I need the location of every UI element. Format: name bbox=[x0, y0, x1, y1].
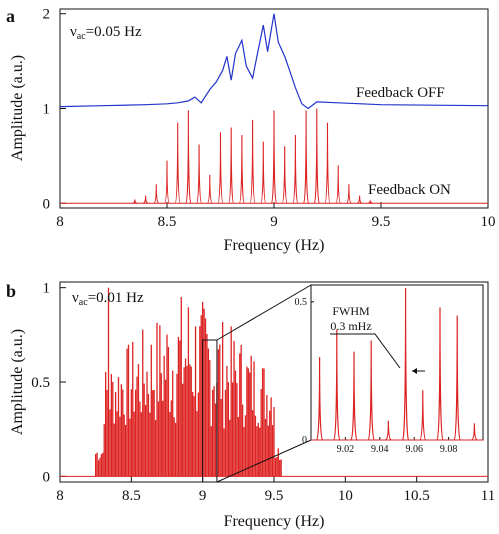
y-tick-label: 2 bbox=[43, 7, 51, 23]
feedback-on-peak bbox=[132, 199, 138, 204]
feedback-on-peak bbox=[185, 110, 192, 204]
panel-b-y-ticks: 00.51 bbox=[31, 281, 66, 485]
feedback-on-peak bbox=[153, 184, 160, 204]
feedback-on-peak bbox=[270, 110, 278, 204]
x-tick-label: 10 bbox=[481, 214, 496, 230]
panel-a-letter: a bbox=[6, 6, 15, 26]
feedback-on-peak bbox=[174, 122, 181, 204]
feedback-off-line bbox=[59, 13, 489, 110]
x-tick-label: 9.5 bbox=[372, 214, 391, 230]
inset-peak bbox=[419, 390, 427, 441]
feedback-on-peak bbox=[303, 110, 310, 204]
panel-a-x-axis-label: Frequency (Hz) bbox=[224, 237, 325, 254]
inset-peak bbox=[350, 351, 358, 441]
inset-peak bbox=[402, 287, 410, 441]
feedback-on-peak bbox=[163, 160, 171, 204]
x-tick-label: 10 bbox=[338, 488, 353, 504]
feedback-on-peak bbox=[335, 165, 342, 204]
feedback-on-peak bbox=[217, 132, 224, 204]
y-tick-label: 1 bbox=[43, 281, 51, 297]
x-tick-label: 9.5 bbox=[265, 488, 284, 504]
panel-b-x-ticks: 8 8.5 9 9.5 10 10.5 11 bbox=[56, 476, 495, 504]
feedback-on-peak bbox=[238, 135, 245, 204]
x-tick-label: 8 bbox=[56, 214, 64, 230]
x-tick-label: 8.5 bbox=[158, 214, 177, 230]
feedback-off-label: Feedback OFF bbox=[356, 85, 445, 101]
inset-frame bbox=[310, 284, 484, 441]
feedback-on-peak bbox=[281, 146, 288, 204]
feedback-on-peak bbox=[249, 119, 256, 204]
x-tick-label: 8 bbox=[56, 488, 64, 504]
y-tick-label: 1 bbox=[43, 102, 51, 118]
y-tick-label: 0 bbox=[302, 435, 307, 446]
panel-b: b 8 8.5 9 9.5 10 10.5 11 00.51 νac=0.01 Hz 9.0… bbox=[6, 281, 495, 530]
panel-b-x-axis-label: Frequency (Hz) bbox=[224, 513, 325, 530]
zoom-connector-top bbox=[216, 284, 312, 341]
panel-a-y-axis-label: Amplitude (a.u.) bbox=[9, 55, 26, 161]
x-tick-label: 8.5 bbox=[122, 488, 141, 504]
x-tick-label: 9 bbox=[270, 214, 278, 230]
panel-a-x-ticks: 8 8.5 9 9.5 10 bbox=[56, 202, 496, 230]
y-tick-label: 0 bbox=[43, 196, 51, 212]
inset-peak bbox=[385, 420, 392, 441]
feedback-on-peak bbox=[346, 184, 352, 204]
panel-a-y-ticks: 0 1 2 bbox=[43, 7, 66, 212]
fwhm-label: FWHM bbox=[332, 304, 370, 318]
feedback-on-peak bbox=[260, 141, 267, 204]
x-tick-label: 9.02 bbox=[337, 444, 355, 455]
inset-peak bbox=[316, 357, 324, 441]
panel-b-letter: b bbox=[6, 281, 16, 301]
fwhm-leader-line bbox=[330, 333, 401, 369]
y-tick-label: 0.5 bbox=[295, 297, 308, 308]
inset: 9.02 9.04 9.06 9.08 0 0.5 FWHM 0.3 mHz bbox=[295, 284, 484, 455]
zoom-connector-bottom bbox=[216, 439, 312, 483]
feedback-on-peak bbox=[324, 122, 331, 204]
panel-b-spectrum bbox=[60, 287, 488, 477]
panel-b-annotation: νac=0.01 Hz bbox=[72, 290, 144, 308]
x-tick-label: 9 bbox=[199, 488, 207, 504]
panel-b-y-axis-label: Amplitude (a.u.) bbox=[9, 329, 26, 435]
panel-a-annotation: νac=0.05 Hz bbox=[70, 24, 142, 42]
feedback-on-peak bbox=[356, 195, 363, 204]
feedback-on-label: Feedback ON bbox=[368, 182, 451, 198]
panel-a: a 8 8.5 9 9.5 10 0 1 2 νac=0.05 Hz Feedback OF… bbox=[6, 6, 496, 254]
inset-peak bbox=[333, 329, 341, 441]
x-tick-label: 11 bbox=[481, 488, 495, 504]
feedback-on-peak bbox=[206, 174, 213, 204]
fwhm-value: 0.3 mHz bbox=[330, 319, 371, 333]
x-tick-label: 10.5 bbox=[404, 488, 430, 504]
x-tick-label: 9.06 bbox=[405, 444, 423, 455]
y-tick-label: 0.5 bbox=[31, 375, 50, 391]
zoom-region-box bbox=[202, 339, 218, 483]
x-tick-label: 9.04 bbox=[371, 444, 389, 455]
feedback-on-peak bbox=[292, 135, 299, 204]
feedback-on-peak bbox=[142, 195, 149, 204]
feedback-on-peak bbox=[228, 127, 235, 204]
fwhm-arrow-head bbox=[412, 368, 417, 374]
y-tick-label: 0 bbox=[43, 469, 51, 485]
feedback-on-peak bbox=[313, 108, 320, 204]
feedback-on-peak bbox=[196, 144, 203, 204]
x-tick-label: 9.08 bbox=[440, 444, 458, 455]
